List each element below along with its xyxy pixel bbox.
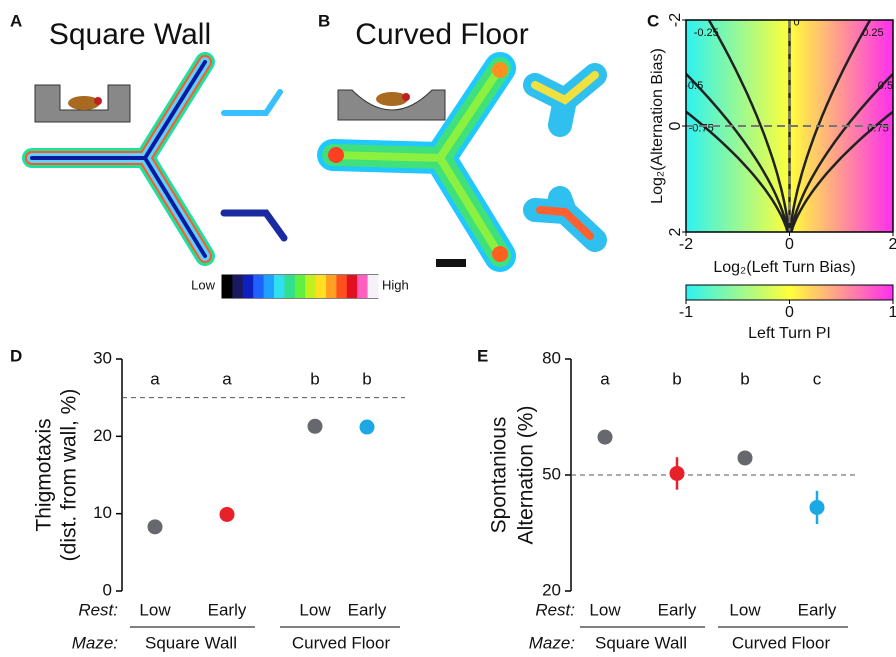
colorbar-swatch xyxy=(243,275,254,298)
group-label: Square Wall xyxy=(145,633,237,652)
x-tick-label: Low xyxy=(139,600,171,619)
colorbar-swatch xyxy=(264,275,275,298)
x-tick-label: Early xyxy=(348,600,387,619)
fly-icon xyxy=(338,90,445,120)
figure: A B C D E Square Wall Low High Curved Fl… xyxy=(0,0,896,657)
y-tick-label: 80 xyxy=(542,348,561,367)
significance-label: b xyxy=(310,369,319,388)
y-tick-label: 20 xyxy=(93,426,112,445)
x-tick-label: Early xyxy=(798,600,837,619)
contour-label: -0.25 xyxy=(694,27,719,39)
group-label: Curved Floor xyxy=(732,633,831,652)
colorbar-swatch xyxy=(368,275,379,298)
curved-floor-occupancy xyxy=(328,62,595,262)
data-point xyxy=(360,420,375,435)
row-label: Rest: xyxy=(535,600,575,619)
data-point xyxy=(148,519,163,534)
y-tick-label: 0 xyxy=(667,121,684,130)
significance-label: b xyxy=(740,369,749,388)
panel-label: B xyxy=(318,11,330,30)
x-tick-label: Early xyxy=(658,600,697,619)
contour-label: 0.75 xyxy=(867,123,888,135)
x-axis-label: Log₂(Left Turn Bias) xyxy=(713,259,855,276)
colorbar-swatch xyxy=(284,275,295,298)
significance-label: c xyxy=(813,369,822,388)
maze-title: Curved Floor xyxy=(355,18,528,51)
colorbar-swatch xyxy=(326,275,337,298)
panel-label: A xyxy=(10,11,22,30)
row-label: Rest: xyxy=(78,600,118,619)
contour-label: 0.5 xyxy=(878,80,893,92)
fly-icon xyxy=(35,85,130,122)
y-axis-label: Spontanious xyxy=(488,417,511,534)
x-tick-label: Low xyxy=(299,600,331,619)
y-tick-label: 0 xyxy=(103,580,112,599)
contour-label: -0.75 xyxy=(689,123,714,135)
significance-label: a xyxy=(150,369,160,388)
square-wall-occupancy xyxy=(32,62,284,256)
data-point xyxy=(670,466,685,481)
data-point xyxy=(598,430,613,445)
x-tick-label: 2 xyxy=(889,236,896,253)
y-axis-label: Log₂(Alternation Bias) xyxy=(649,48,666,204)
y-axis-label: Alternation (%) xyxy=(515,406,538,545)
panel-label: C xyxy=(647,11,659,30)
colorbar-tick-label: 0 xyxy=(785,304,794,321)
row-label: Maze: xyxy=(72,633,119,652)
group-label: Square Wall xyxy=(595,633,687,652)
significance-label: a xyxy=(222,369,232,388)
y-tick-label: 20 xyxy=(542,580,561,599)
colorbar-swatch xyxy=(295,275,306,298)
colorbar-swatch xyxy=(336,275,347,298)
group-label: Curved Floor xyxy=(292,633,391,652)
x-tick-label: 0 xyxy=(785,236,794,253)
contour-label: 0.25 xyxy=(862,27,883,39)
colorbar-swatch xyxy=(305,275,316,298)
x-tick-label: Early xyxy=(208,600,247,619)
contour-label: -0.5 xyxy=(684,80,703,92)
y-tick-label: -2 xyxy=(667,13,684,27)
colorbar-tick-label: -1 xyxy=(679,304,693,321)
significance-label: b xyxy=(362,369,371,388)
colorbar-swatch xyxy=(253,275,264,298)
y-tick-label: 30 xyxy=(93,348,112,367)
y-axis-label: Thigmotaxis xyxy=(33,418,56,531)
colorbar-label: Left Turn PI xyxy=(748,325,831,342)
x-tick-label: Low xyxy=(589,600,621,619)
colorbar-label: Low xyxy=(191,277,215,292)
significance-label: a xyxy=(600,369,610,388)
colorbar-swatch xyxy=(316,275,327,298)
data-point xyxy=(810,500,825,515)
contour-label: 0 xyxy=(794,17,800,29)
colorbar xyxy=(686,285,893,300)
data-point xyxy=(738,450,753,465)
y-tick-label: 50 xyxy=(542,464,561,483)
maze-title: Square Wall xyxy=(49,18,211,51)
colorbar-tick-label: 1 xyxy=(889,304,896,321)
y-tick-label: 2 xyxy=(667,227,684,236)
colorbar-swatch xyxy=(222,275,233,298)
colorbar-swatch xyxy=(347,275,358,298)
significance-label: b xyxy=(672,369,681,388)
colorbar-swatch xyxy=(274,275,285,298)
x-tick-label: -2 xyxy=(679,236,693,253)
y-axis-label: (dist. from wall, %) xyxy=(58,389,81,562)
colorbar-label: High xyxy=(382,277,409,292)
panel-label: E xyxy=(477,346,488,365)
scale-bar xyxy=(436,259,466,267)
data-point xyxy=(220,507,235,522)
row-label: Maze: xyxy=(529,633,576,652)
colorbar-swatch xyxy=(357,275,368,298)
x-tick-label: Low xyxy=(729,600,761,619)
colorbar-swatch xyxy=(232,275,243,298)
panel-label: D xyxy=(10,346,22,365)
data-point xyxy=(308,419,323,434)
y-tick-label: 10 xyxy=(93,503,112,522)
